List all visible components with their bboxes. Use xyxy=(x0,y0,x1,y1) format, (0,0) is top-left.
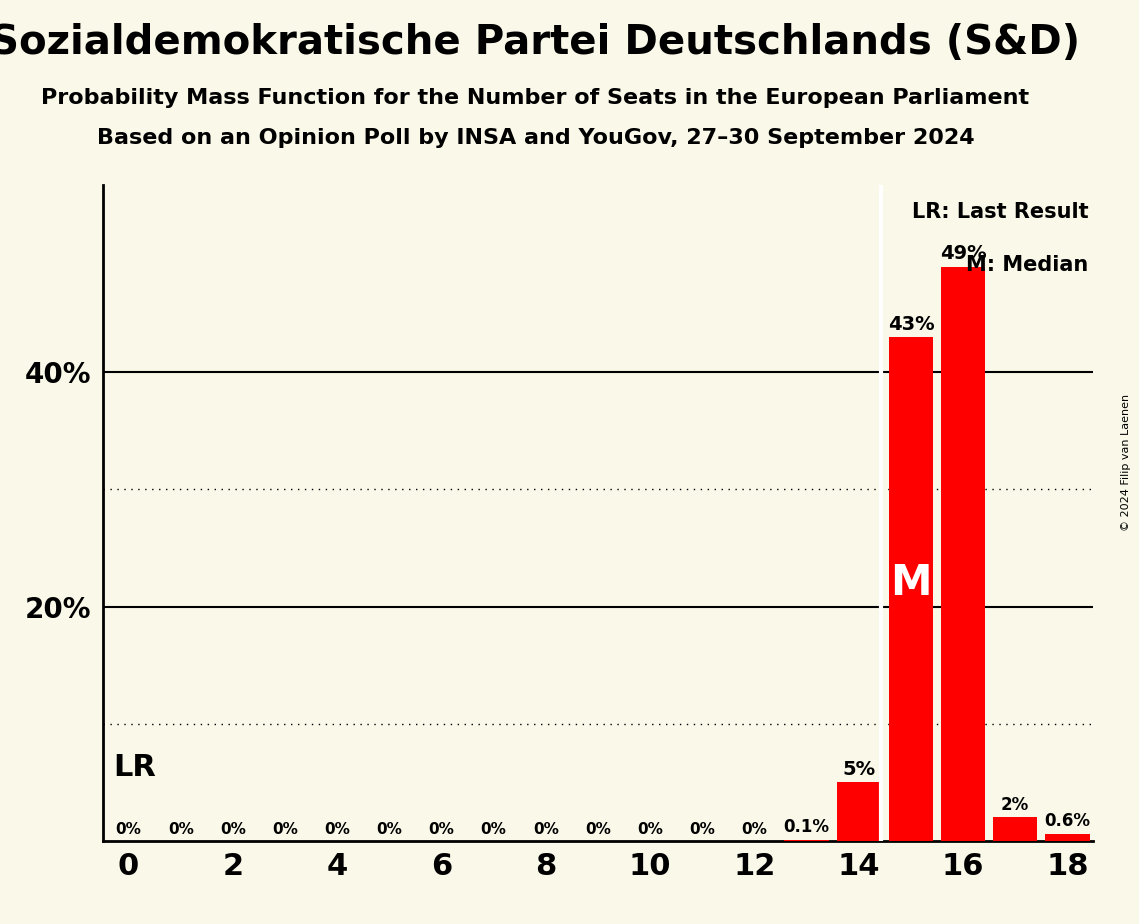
Text: M: Median: M: Median xyxy=(966,255,1088,275)
Bar xyxy=(993,818,1038,841)
Text: 0%: 0% xyxy=(376,822,402,837)
Text: 0%: 0% xyxy=(167,822,194,837)
Text: 0.1%: 0.1% xyxy=(784,818,829,836)
Text: 43%: 43% xyxy=(887,314,934,334)
Bar xyxy=(836,783,880,841)
Text: 0%: 0% xyxy=(325,822,350,837)
Text: Sozialdemokratische Partei Deutschlands (S&D): Sozialdemokratische Partei Deutschlands … xyxy=(0,23,1081,63)
Text: 0%: 0% xyxy=(116,822,141,837)
Text: 0%: 0% xyxy=(585,822,611,837)
Text: 2%: 2% xyxy=(1001,796,1030,814)
Text: 0%: 0% xyxy=(220,822,246,837)
Bar xyxy=(888,337,933,841)
Text: 0.6%: 0.6% xyxy=(1044,812,1090,831)
Text: 49%: 49% xyxy=(940,244,986,263)
Text: M: M xyxy=(891,562,932,604)
Bar xyxy=(1046,833,1090,841)
Text: 0%: 0% xyxy=(272,822,298,837)
Text: Probability Mass Function for the Number of Seats in the European Parliament: Probability Mass Function for the Number… xyxy=(41,88,1030,108)
Text: 0%: 0% xyxy=(637,822,663,837)
Text: Based on an Opinion Poll by INSA and YouGov, 27–30 September 2024: Based on an Opinion Poll by INSA and You… xyxy=(97,128,974,148)
Text: 0%: 0% xyxy=(481,822,507,837)
Text: 0%: 0% xyxy=(533,822,559,837)
Text: 0%: 0% xyxy=(689,822,715,837)
Text: LR: Last Result: LR: Last Result xyxy=(911,202,1088,223)
Bar xyxy=(941,267,985,841)
Text: 0%: 0% xyxy=(741,822,768,837)
Text: LR: LR xyxy=(113,753,156,782)
Text: © 2024 Filip van Laenen: © 2024 Filip van Laenen xyxy=(1121,394,1131,530)
Text: 0%: 0% xyxy=(428,822,454,837)
Bar xyxy=(785,840,829,841)
Text: 5%: 5% xyxy=(842,760,875,779)
